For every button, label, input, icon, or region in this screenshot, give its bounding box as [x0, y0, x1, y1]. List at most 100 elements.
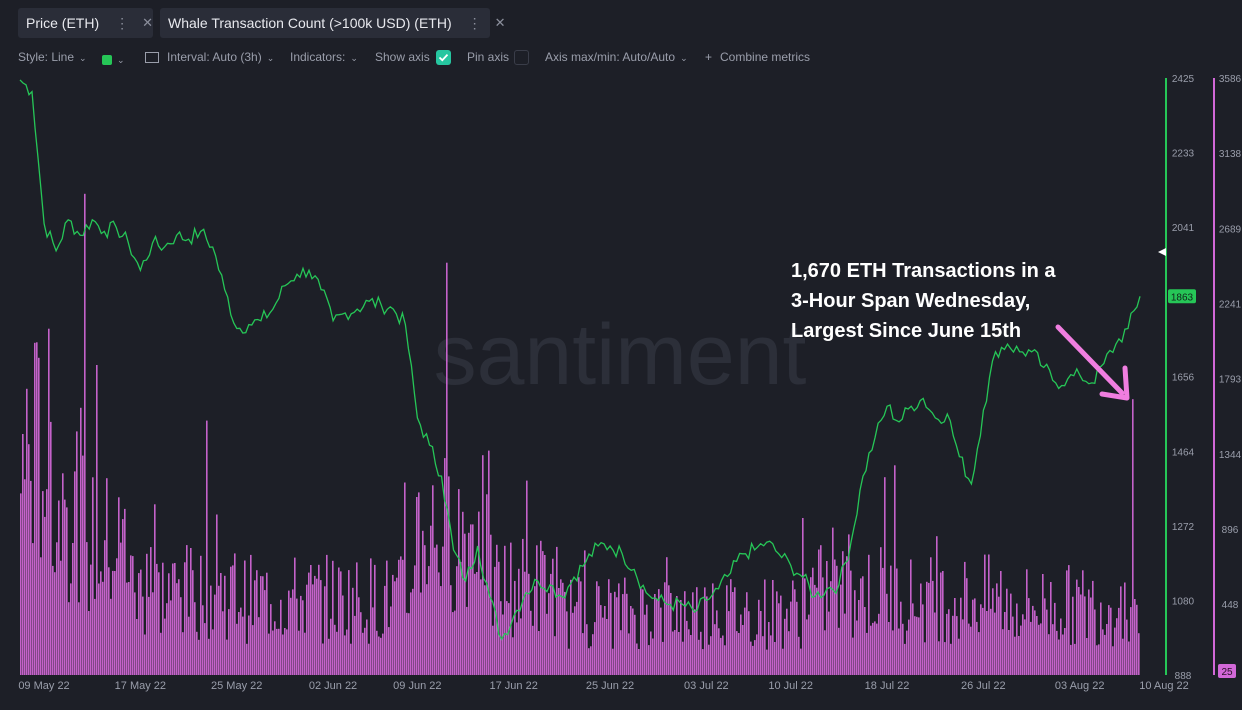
- whale-bar: [90, 564, 92, 675]
- whale-bar: [688, 629, 690, 675]
- whale-tick-label: 896: [1222, 525, 1239, 536]
- whale-bar: [190, 548, 192, 675]
- style-dropdown[interactable]: Style: Line ⌄: [18, 50, 87, 64]
- whale-bar: [766, 649, 768, 675]
- whale-bar: [522, 538, 524, 675]
- whale-bar: [926, 581, 928, 675]
- whale-bar: [664, 582, 666, 675]
- whale-bar: [204, 623, 206, 675]
- whale-bar: [252, 625, 254, 675]
- whale-bar: [616, 597, 618, 675]
- whale-bar: [114, 571, 116, 675]
- more-options-icon[interactable]: ⋮: [115, 14, 129, 31]
- x-tick-label: 18 Jul 22: [865, 680, 910, 692]
- whale-bar: [196, 631, 198, 675]
- whale-bar: [26, 388, 28, 675]
- whale-bar: [1068, 565, 1070, 675]
- tab-price-eth[interactable]: Price (ETH) ⋮ ✕: [18, 8, 153, 38]
- close-icon[interactable]: ✕: [142, 15, 154, 30]
- whale-bar: [112, 570, 114, 675]
- whale-bar: [1086, 638, 1088, 675]
- whale-bar: [618, 583, 620, 675]
- close-icon[interactable]: ✕: [494, 15, 506, 30]
- whale-bar: [1032, 605, 1034, 675]
- show-axis-checkbox[interactable]: [436, 50, 451, 65]
- whale-bar: [138, 573, 140, 675]
- whale-bar: [600, 605, 602, 675]
- price-line: [19, 79, 1141, 641]
- whale-bar: [874, 621, 876, 675]
- whale-bar: [440, 586, 442, 675]
- whale-bar: [84, 193, 86, 676]
- whale-bar: [360, 612, 362, 675]
- whale-bar: [920, 583, 922, 675]
- whale-bar: [390, 606, 392, 675]
- whale-bar: [262, 576, 264, 675]
- whale-bar: [780, 595, 782, 675]
- whale-bar: [728, 611, 730, 675]
- whale-bar: [86, 542, 88, 675]
- whale-bar: [396, 577, 398, 675]
- whale-bar: [238, 612, 240, 675]
- interval-dropdown[interactable]: Interval: Auto (3h) ⌄: [145, 50, 274, 64]
- whale-bar: [1116, 618, 1118, 675]
- whale-bar: [864, 607, 866, 675]
- whale-bar: [370, 558, 372, 675]
- whale-bar: [490, 534, 492, 675]
- whale-bar: [892, 630, 894, 675]
- whale-bar: [68, 602, 70, 675]
- whale-bar: [458, 489, 460, 675]
- whale-bar: [394, 581, 396, 675]
- whale-bar: [994, 612, 996, 675]
- whale-bar: [404, 482, 406, 675]
- whale-bar: [816, 587, 818, 675]
- whale-bar: [530, 610, 532, 675]
- whale-bar: [818, 549, 820, 675]
- whale-bar: [282, 634, 284, 675]
- whale-bar: [516, 622, 518, 675]
- whale-bar: [258, 617, 260, 675]
- whale-bar: [1110, 607, 1112, 675]
- color-dropdown[interactable]: ⌄: [102, 52, 125, 66]
- whale-bar: [352, 587, 354, 675]
- whale-bar: [622, 594, 624, 675]
- whale-bar: [886, 593, 888, 675]
- whale-bar: [1062, 634, 1064, 675]
- tab-whale-transaction-count[interactable]: Whale Transaction Count (>100k USD) (ETH…: [160, 8, 506, 38]
- pin-axis-checkbox[interactable]: [514, 50, 529, 65]
- whale-bar: [246, 643, 248, 675]
- whale-bar: [424, 545, 426, 675]
- whale-bar: [632, 608, 634, 675]
- whale-bar: [32, 543, 34, 675]
- whale-bar: [582, 633, 584, 675]
- chevron-down-icon: ⌄: [79, 53, 87, 63]
- whale-transaction-bars: [20, 193, 1140, 676]
- whale-bar: [162, 562, 164, 675]
- price-tick-label: 1464: [1172, 447, 1195, 458]
- whale-bar: [430, 525, 432, 675]
- combine-metrics-label: Combine metrics: [720, 50, 811, 64]
- whale-bar: [76, 431, 78, 675]
- whale-bar: [986, 611, 988, 675]
- more-options-icon[interactable]: ⋮: [467, 14, 482, 31]
- whale-bar: [322, 643, 324, 675]
- whale-bar: [478, 511, 480, 675]
- whale-bar: [146, 553, 148, 675]
- whale-bar: [128, 582, 130, 675]
- whale-bar: [1060, 618, 1062, 675]
- axis-range-dropdown[interactable]: Axis max/min: Auto/Auto ⌄: [545, 50, 688, 64]
- whale-bar: [720, 637, 722, 675]
- whale-bar: [504, 545, 506, 675]
- whale-bar: [576, 601, 578, 675]
- whale-bar: [962, 619, 964, 675]
- whale-bar: [1114, 627, 1116, 675]
- whale-bar: [840, 584, 842, 675]
- indicators-dropdown[interactable]: Indicators: ⌄: [290, 50, 358, 64]
- combine-metrics-button[interactable]: + Combine metrics: [705, 50, 810, 64]
- whale-bar: [134, 592, 136, 675]
- whale-bar: [916, 616, 918, 675]
- whale-bar: [450, 585, 452, 675]
- whale-bar: [266, 572, 268, 675]
- whale-bar: [170, 600, 172, 675]
- whale-bar: [22, 434, 24, 675]
